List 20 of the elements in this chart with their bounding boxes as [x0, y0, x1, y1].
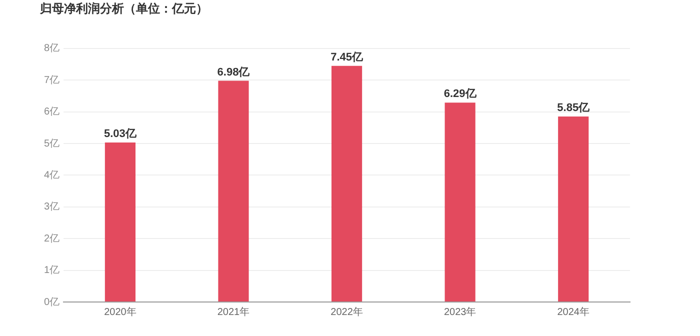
data-label: 6.29亿 — [444, 88, 478, 100]
data-label: 5.85亿 — [557, 102, 591, 114]
y-tick-label: 5亿 — [44, 138, 60, 150]
y-tick-label: 1亿 — [44, 265, 60, 276]
x-tick-label: 2020年 — [104, 306, 136, 318]
data-label: 5.03亿 — [104, 128, 138, 140]
data-label: 6.98亿 — [217, 66, 251, 78]
y-tick-label: 4亿 — [44, 170, 60, 181]
y-tick-label: 8亿 — [44, 43, 60, 54]
x-tick-label: 2022年 — [330, 306, 363, 318]
y-tick-label: 3亿 — [44, 202, 60, 213]
chart-title: 归母净利润分析（单位：亿元） — [39, 2, 208, 16]
x-tick-label: 2023年 — [444, 306, 476, 318]
data-label: 7.45亿 — [330, 51, 364, 64]
y-tick-label: 7亿 — [44, 74, 60, 86]
y-tick-label: 6亿 — [44, 106, 60, 118]
x-tick-label: 2024年 — [557, 306, 590, 318]
y-tick-label: 0亿 — [44, 296, 60, 308]
x-tick-label: 2021年 — [217, 306, 250, 318]
y-tick-label: 2亿 — [44, 233, 60, 244]
